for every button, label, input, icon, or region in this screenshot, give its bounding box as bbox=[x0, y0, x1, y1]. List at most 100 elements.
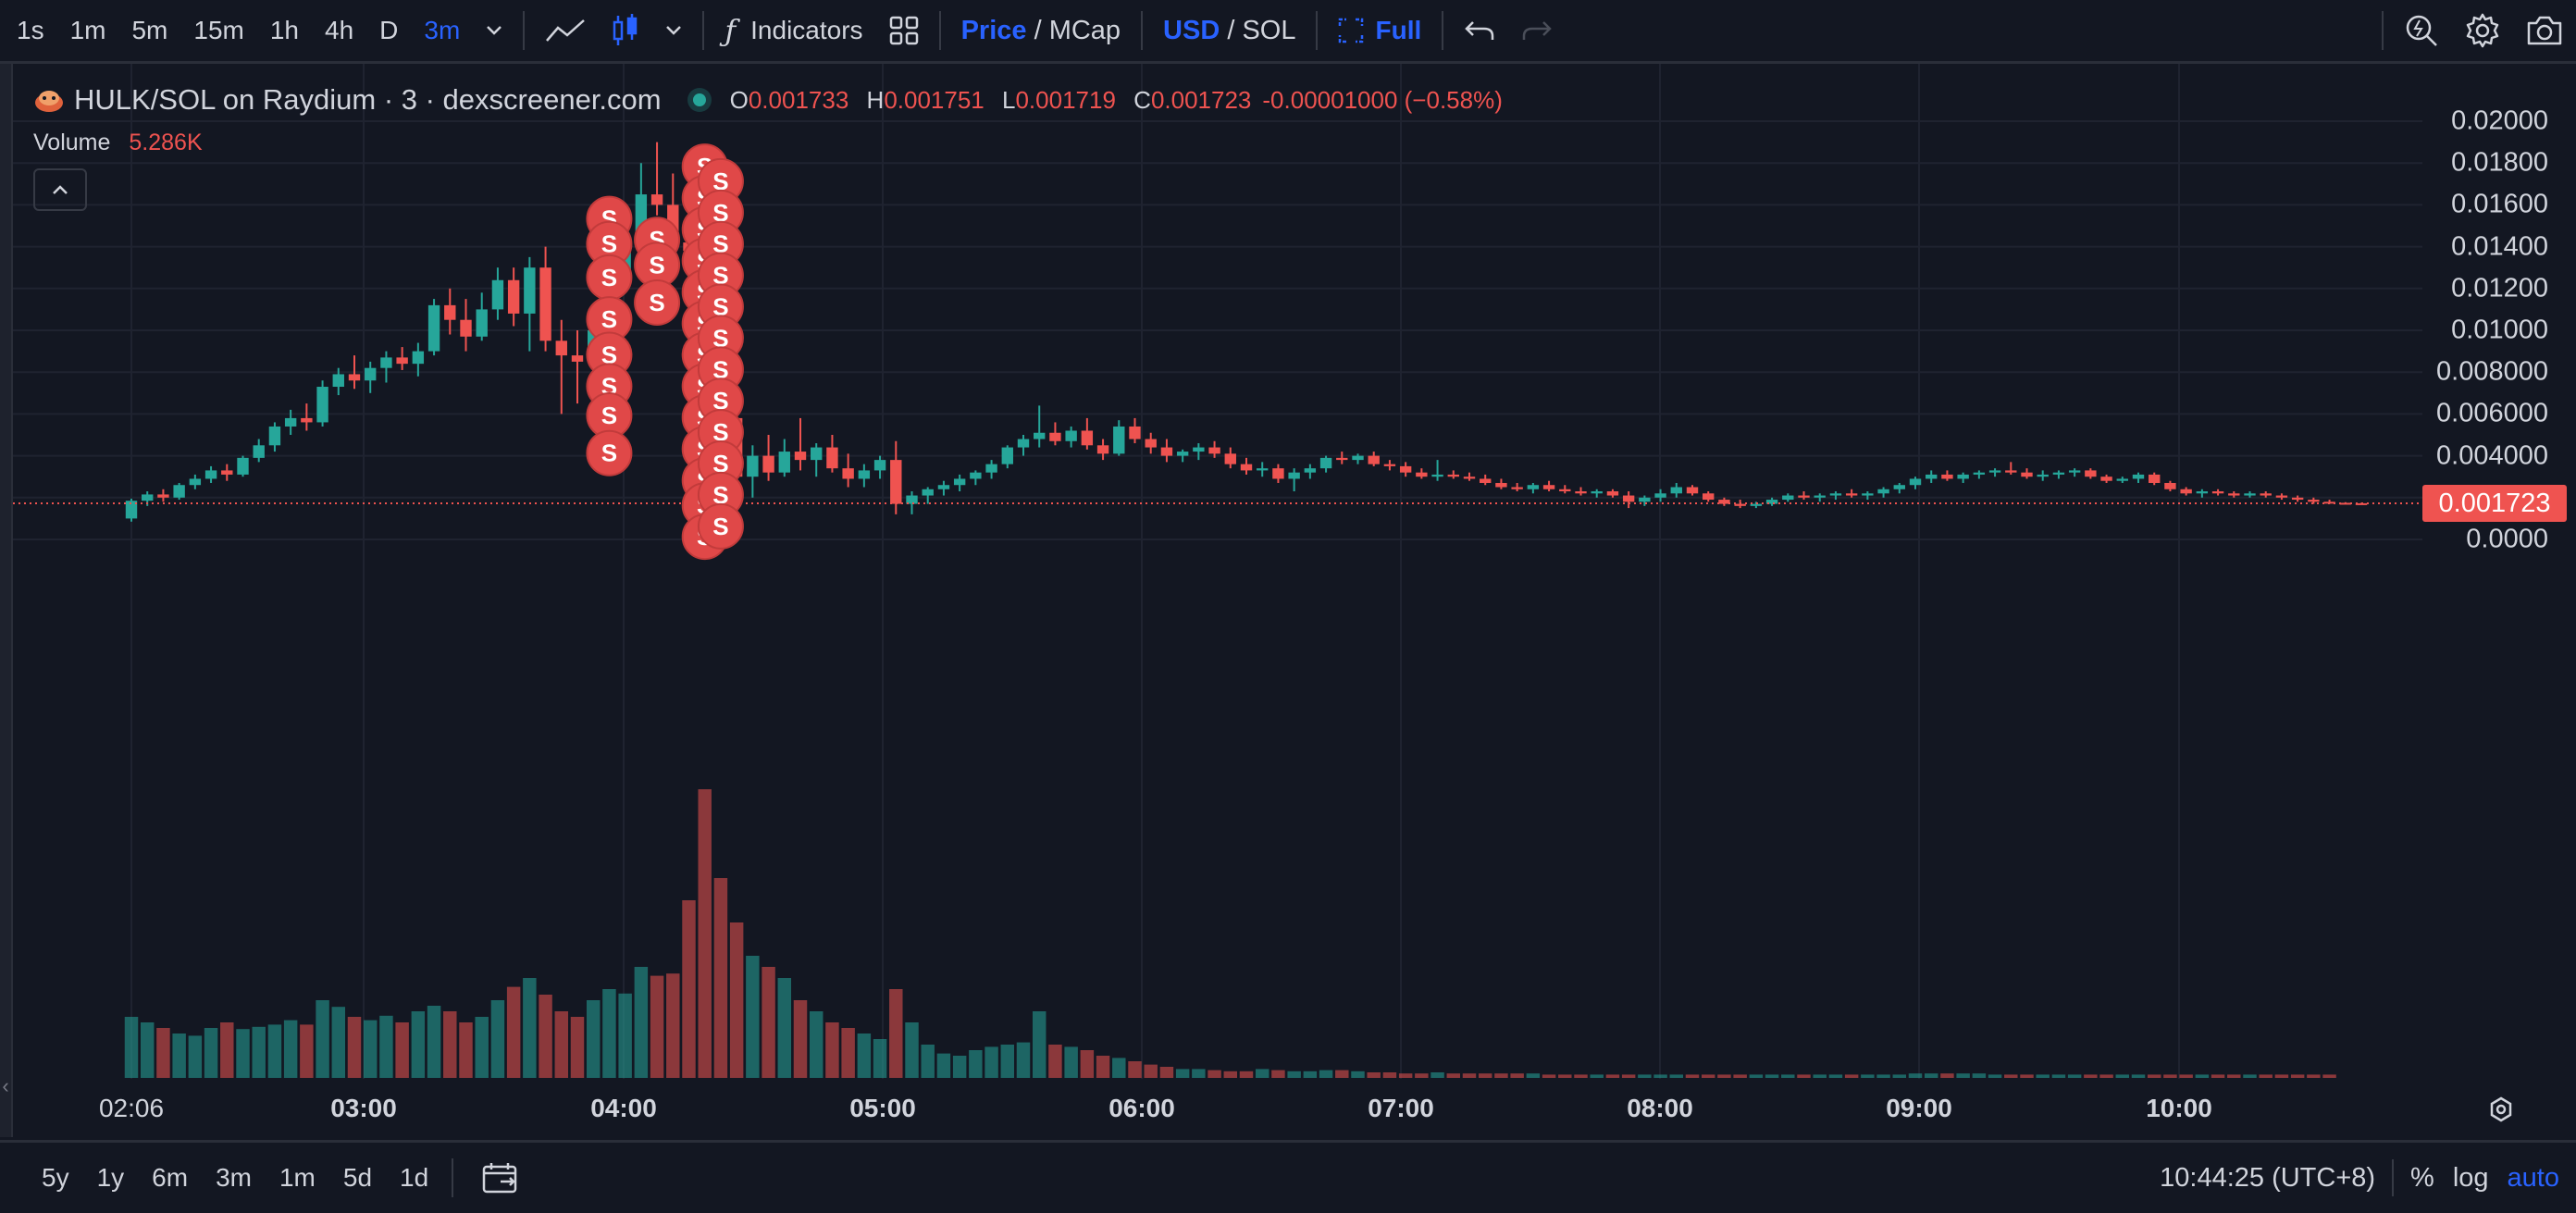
candle-body bbox=[189, 478, 202, 486]
full-button[interactable]: Full bbox=[1325, 0, 1434, 61]
volume-bar bbox=[889, 989, 903, 1078]
legend-collapse-button[interactable] bbox=[33, 168, 87, 211]
sell-marker[interactable]: S bbox=[586, 296, 633, 343]
interval-1s[interactable]: 1s bbox=[17, 16, 44, 44]
chart-legend: HULK/SOL on Raydium · 3 · dexscreener.co… bbox=[33, 83, 1503, 156]
candle-body bbox=[1463, 477, 1476, 479]
volume-bar bbox=[1319, 1070, 1333, 1078]
volume-bar bbox=[1749, 1074, 1764, 1078]
range-3m[interactable]: 3m bbox=[216, 1163, 252, 1192]
axis-settings-icon[interactable] bbox=[2487, 1095, 2515, 1128]
price-axis[interactable]: 0.02000 0.01800 0.01600 0.01400 0.01200 0.010… bbox=[2422, 64, 2576, 1137]
sell-marker[interactable]: S bbox=[586, 429, 633, 477]
interval-1h[interactable]: 1h bbox=[269, 16, 300, 44]
sell-marker-label: S bbox=[712, 293, 728, 321]
percent-scale-button[interactable]: % bbox=[2410, 1162, 2434, 1193]
range-1d[interactable]: 1d bbox=[400, 1163, 429, 1192]
log-scale-button[interactable]: log bbox=[2452, 1162, 2489, 1193]
candlestick-icon[interactable] bbox=[599, 0, 652, 61]
toolbar-divider bbox=[1316, 11, 1319, 50]
candle-body bbox=[2228, 493, 2240, 496]
chevron-down-icon[interactable] bbox=[473, 0, 515, 61]
interval-4h[interactable]: 4h bbox=[325, 16, 354, 44]
volume-bar bbox=[1813, 1074, 1827, 1078]
range-6m[interactable]: 6m bbox=[152, 1163, 189, 1192]
sell-marker[interactable]: S bbox=[586, 254, 633, 301]
candle-body bbox=[2052, 472, 2065, 475]
candle-body bbox=[1622, 495, 1635, 502]
volume-bar bbox=[1096, 1056, 1110, 1078]
sell-marker[interactable]: S bbox=[634, 279, 681, 326]
volume-bar bbox=[1590, 1074, 1604, 1078]
volume-bar bbox=[1972, 1073, 1987, 1078]
candle-body bbox=[1734, 503, 1746, 506]
low-label: L bbox=[1002, 85, 1016, 114]
sell-marker-label: S bbox=[712, 418, 728, 446]
volume-bar bbox=[1016, 1042, 1031, 1078]
mcap-option[interactable]: MCap bbox=[1048, 15, 1121, 45]
volume-bar bbox=[1669, 1074, 1684, 1078]
price-chart[interactable]: SSSSSSSSSSSSSSSSSSSSSSSSSSSSSSSSSSSS bbox=[0, 64, 2576, 1137]
bottom-divider bbox=[2392, 1159, 2395, 1196]
camera-icon[interactable] bbox=[2513, 0, 2576, 61]
sell-marker-circle bbox=[697, 502, 744, 550]
price-mcap-toggle[interactable]: Price / MCap bbox=[948, 0, 1133, 61]
candle-body bbox=[1240, 464, 1253, 471]
range-5d[interactable]: 5d bbox=[342, 1163, 373, 1192]
candle-body bbox=[1750, 503, 1763, 506]
range-5y[interactable]: 5y bbox=[42, 1163, 69, 1192]
gear-icon[interactable] bbox=[2452, 0, 2513, 61]
usd-option[interactable]: USD bbox=[1163, 15, 1220, 45]
sell-marker-label: S bbox=[649, 289, 664, 316]
redo-icon[interactable] bbox=[1508, 0, 1566, 61]
chevron-down-icon[interactable] bbox=[652, 0, 695, 61]
left-toolbar-strip[interactable] bbox=[0, 64, 13, 1137]
sol-option[interactable]: SOL bbox=[1242, 15, 1296, 45]
candle-body bbox=[1988, 470, 2001, 473]
volume-bar bbox=[2051, 1074, 2066, 1078]
auto-scale-button[interactable]: auto bbox=[2507, 1162, 2559, 1193]
calendar-range-icon[interactable] bbox=[468, 1162, 533, 1194]
interval-1m[interactable]: 1m bbox=[69, 16, 106, 44]
candle-body bbox=[2149, 474, 2161, 483]
candle-body bbox=[1862, 493, 1874, 496]
toggle-slash: / bbox=[1026, 15, 1049, 45]
interval-3m[interactable]: 3m bbox=[424, 16, 461, 44]
time-axis-tick: 08:00 bbox=[1627, 1094, 1693, 1122]
sell-marker-label: S bbox=[712, 355, 728, 383]
chart-area[interactable]: SSSSSSSSSSSSSSSSSSSSSSSSSSSSSSSSSSSS bbox=[0, 64, 2576, 1137]
interval-15m[interactable]: 15m bbox=[193, 16, 244, 44]
sell-marker[interactable]: S bbox=[697, 502, 744, 550]
currency-toggle[interactable]: USD / SOL bbox=[1150, 0, 1308, 61]
line-chart-icon[interactable] bbox=[532, 0, 599, 61]
volume-bar bbox=[204, 1028, 218, 1078]
candle-body bbox=[427, 304, 440, 352]
indicators-button[interactable]: ƒ Indicators bbox=[712, 0, 875, 61]
volume-bar bbox=[1303, 1071, 1318, 1078]
volume-bar bbox=[1128, 1061, 1142, 1078]
toolbar-divider bbox=[702, 11, 705, 50]
sell-marker-label: S bbox=[712, 199, 728, 227]
undo-icon[interactable] bbox=[1451, 0, 1508, 61]
price-option[interactable]: Price bbox=[960, 15, 1027, 45]
timezone-clock[interactable]: 10:44:25 (UTC+8) bbox=[2160, 1162, 2376, 1193]
sell-marker[interactable]: S bbox=[586, 392, 633, 439]
sell-marker[interactable]: S bbox=[634, 241, 681, 289]
volume-bar bbox=[1048, 1045, 1062, 1078]
range-1m[interactable]: 1m bbox=[279, 1163, 316, 1192]
volume-bar bbox=[952, 1056, 967, 1078]
layout-grid-icon[interactable] bbox=[876, 0, 932, 61]
volume-bar bbox=[1159, 1067, 1174, 1078]
candle-body bbox=[2116, 478, 2128, 481]
volume-bar bbox=[1175, 1069, 1190, 1078]
interval-1d[interactable]: D bbox=[379, 16, 399, 44]
chevron-left-icon[interactable]: ‹ bbox=[2, 1074, 9, 1097]
volume-bar bbox=[985, 1046, 998, 1078]
volume-bar bbox=[746, 956, 760, 1078]
price-axis-tick: 0.01200 bbox=[2451, 273, 2548, 303]
candle-body bbox=[476, 309, 488, 337]
interval-5m[interactable]: 5m bbox=[131, 16, 168, 44]
quick-search-icon[interactable] bbox=[2391, 0, 2452, 61]
price-axis-tick: 0.0000 bbox=[2466, 524, 2548, 554]
range-1y[interactable]: 1y bbox=[96, 1163, 125, 1192]
